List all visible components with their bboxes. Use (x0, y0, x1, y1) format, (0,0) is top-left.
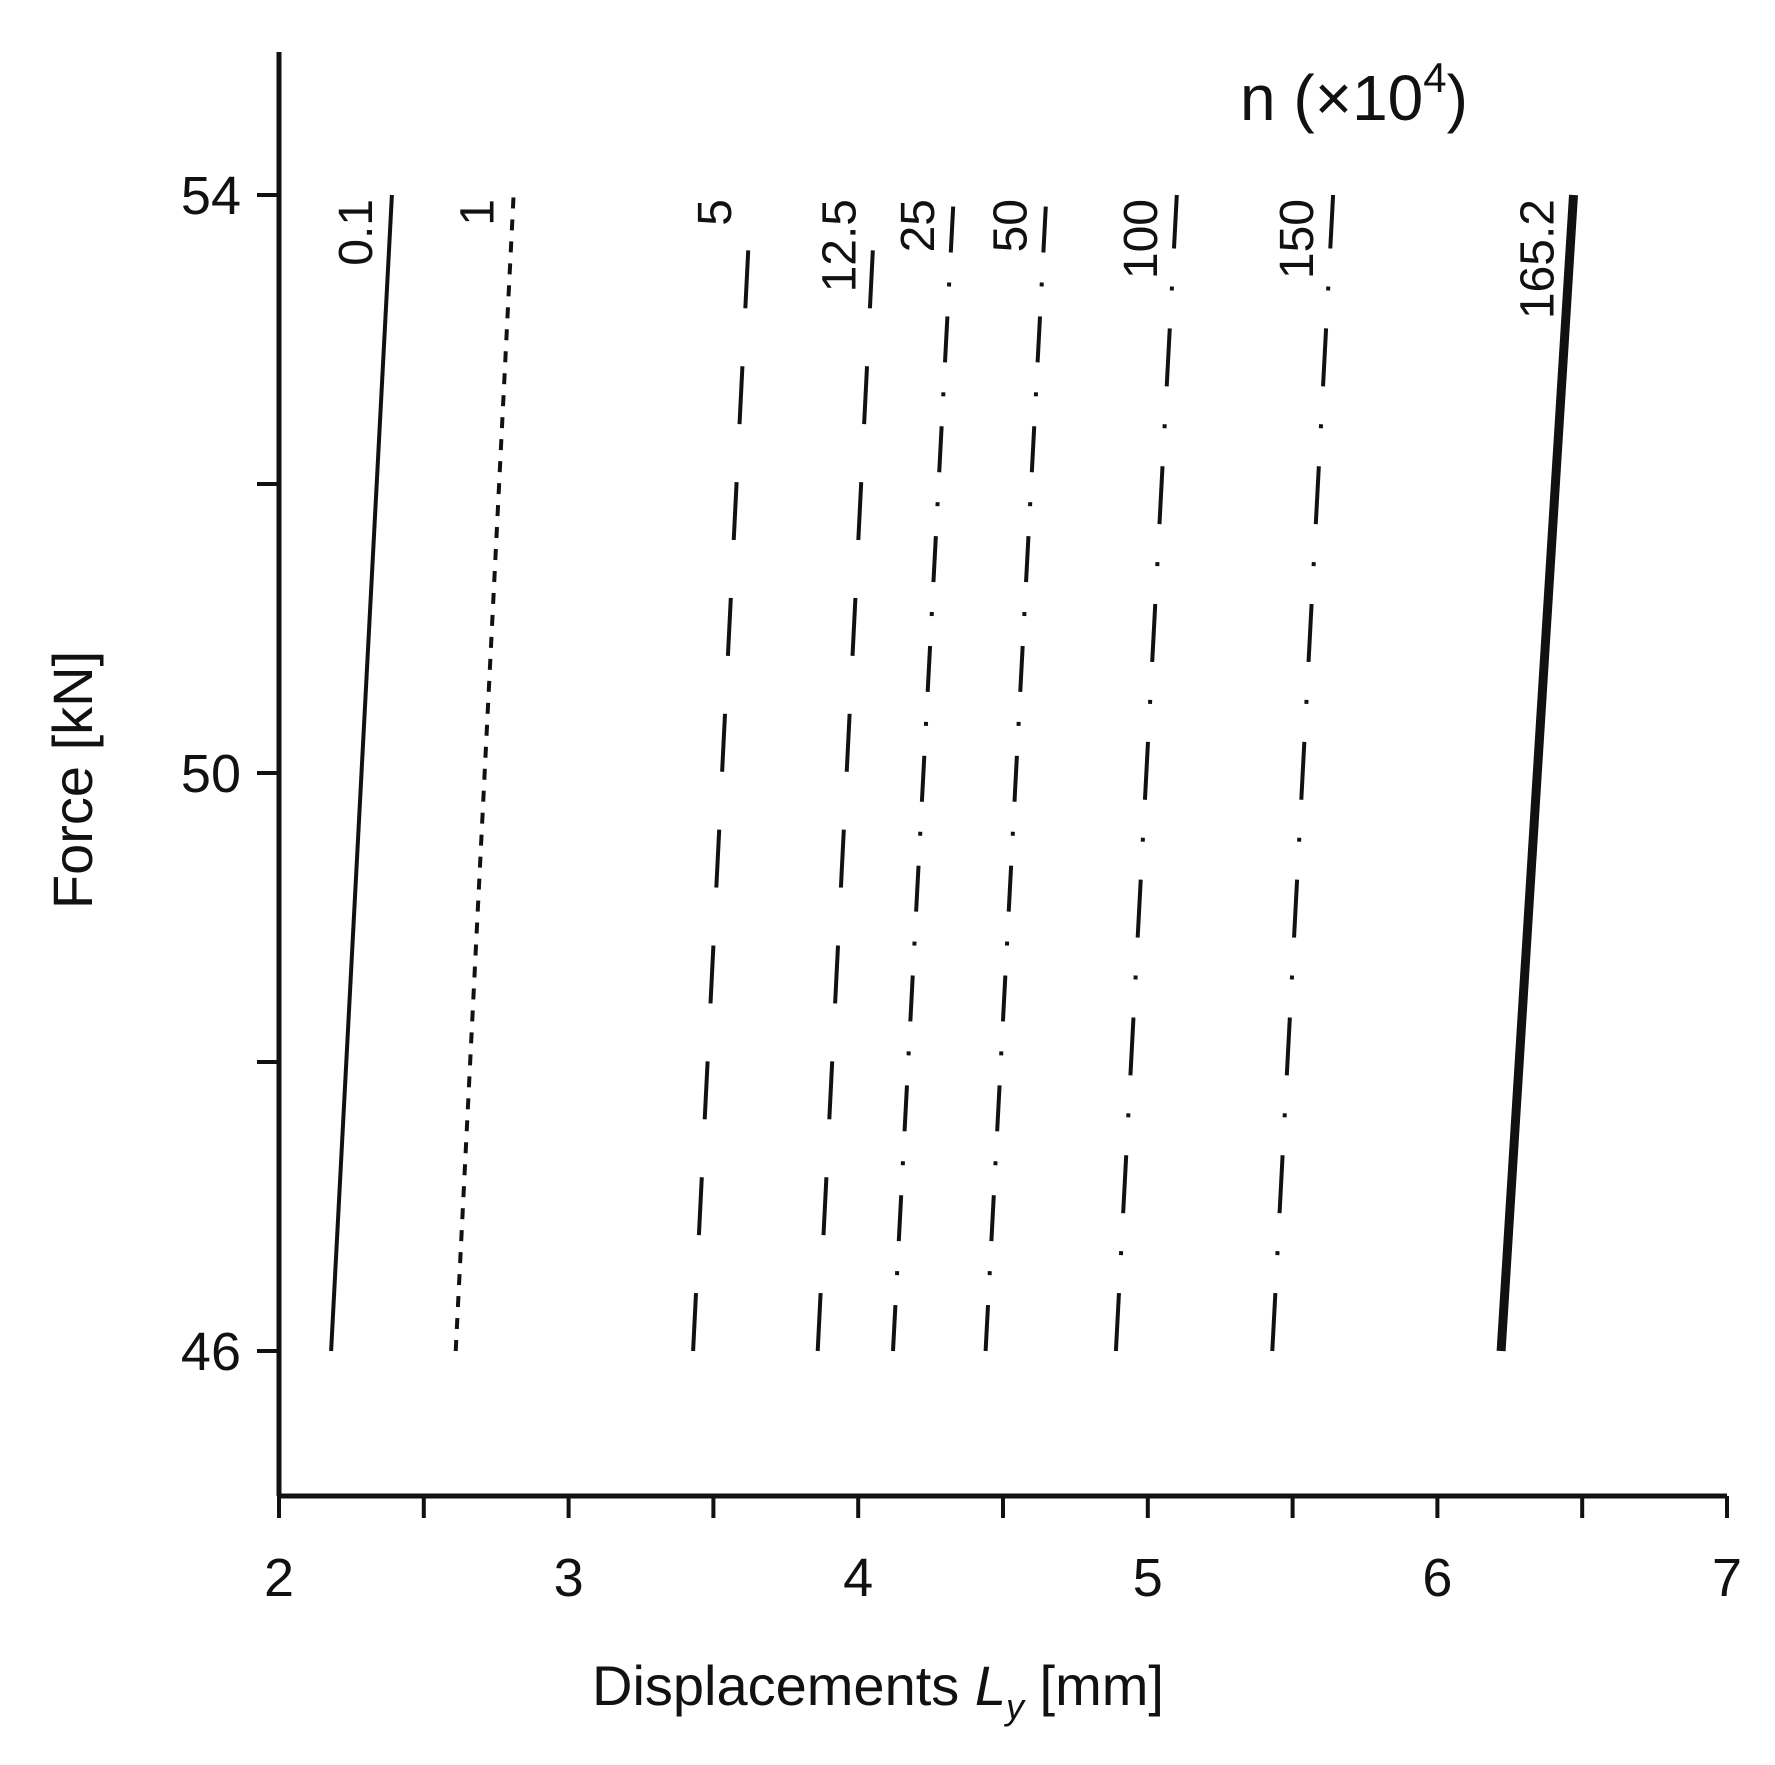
series-line-0-1 (329, 194, 394, 1352)
curve-label: 165.2 (1512, 199, 1565, 319)
series-line-12-5 (815, 194, 878, 1352)
series-line-100 (1113, 194, 1179, 1352)
legend-title-close: ) (1447, 62, 1468, 134)
x-axis-title-suffix: [mm] (1024, 1654, 1164, 1717)
x-tick-label: 7 (1712, 1548, 1742, 1608)
curve-label: 25 (892, 199, 945, 252)
curve-label: 50 (984, 199, 1037, 252)
x-tick-label: 2 (264, 1548, 294, 1608)
y-axis-title: Force [kN] (41, 651, 104, 909)
x-tick-label: 3 (554, 1548, 584, 1608)
x-tick-label: 6 (1422, 1548, 1452, 1608)
legend-title-superscript: 4 (1423, 54, 1446, 101)
y-tick-label: 54 (181, 166, 241, 226)
series-line-5 (691, 194, 753, 1352)
x-axis-title-subscript: y (1003, 1686, 1026, 1727)
curve-label: 100 (1115, 199, 1168, 279)
x-axis-title-variable: L (975, 1654, 1006, 1717)
curve-label: 1 (452, 199, 505, 226)
series-line-25 (891, 194, 956, 1352)
curve-label: 0.1 (330, 199, 383, 266)
x-axis-title: Displacements Ly [mm] (592, 1654, 1164, 1727)
series-line-1 (453, 194, 516, 1352)
x-tick-label: 5 (1133, 1548, 1163, 1608)
series-line-50 (983, 194, 1049, 1352)
series-group (329, 194, 1578, 1352)
x-tick-label: 4 (843, 1548, 873, 1608)
series-line-150 (1270, 194, 1336, 1352)
x-axis-title-prefix: Displacements (592, 1654, 975, 1717)
curve-label: 5 (689, 199, 742, 226)
series-line-165-2 (1496, 194, 1578, 1352)
legend-title-text: n (×10 (1240, 62, 1423, 134)
curve-label: 12.5 (814, 199, 867, 292)
curve-label: 150 (1271, 199, 1324, 279)
curve-labels: 0.1 1 5 12.5 25 50 100 150 165.2 (330, 199, 1565, 319)
y-tick-label: 46 (181, 1322, 241, 1382)
legend-title: n (×104) (1240, 54, 1468, 134)
y-tick-label: 50 (181, 744, 241, 804)
